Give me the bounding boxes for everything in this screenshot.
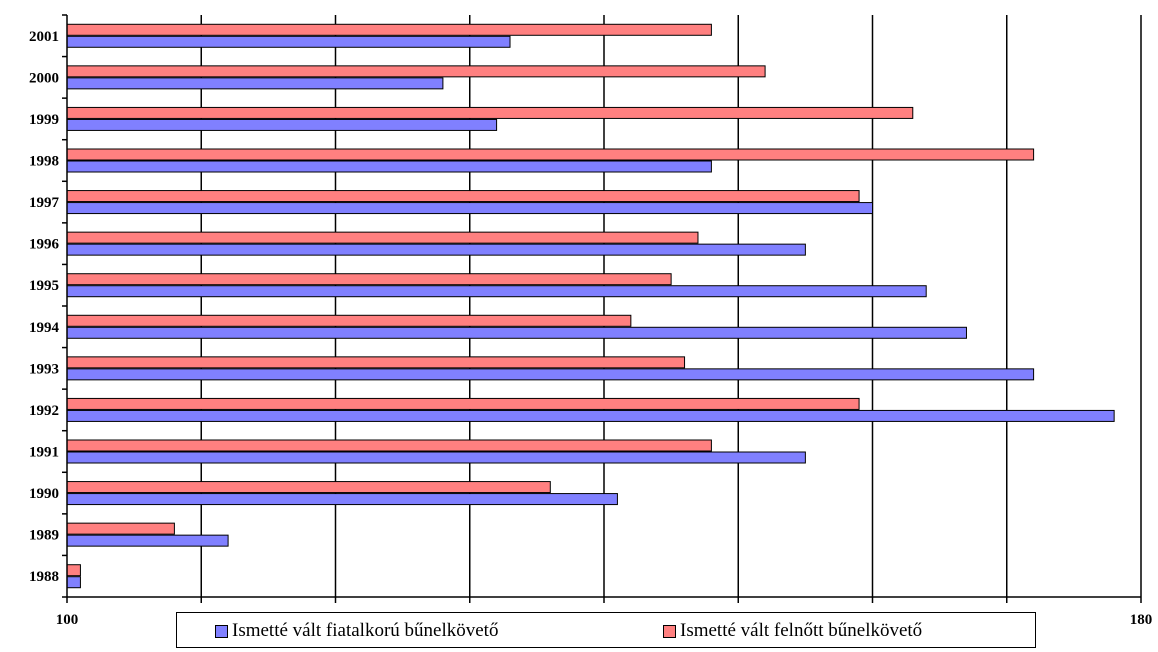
bar-adult-1994	[66, 314, 632, 327]
legend: Ismetté vált fiatalkorú bűnelkövető Isme…	[176, 612, 1036, 648]
y-tick-label-1998: 1998	[29, 154, 59, 170]
bar-juvenile-2001	[66, 35, 511, 48]
bar-adult-1996	[66, 231, 699, 244]
bar-adult-1990	[66, 481, 551, 494]
legend-label-juvenile: Ismetté vált fiatalkorú bűnelkövető	[232, 620, 499, 641]
legend-swatch-juvenile	[215, 624, 228, 638]
bar-juvenile-1996	[66, 243, 806, 256]
bar-adult-1995	[66, 273, 672, 286]
bar-adult-1992	[66, 397, 860, 410]
y-tick-label-1999: 1999	[29, 112, 59, 128]
bar-adult-1999	[66, 106, 914, 119]
y-tick-label-1994: 1994	[29, 320, 60, 336]
bar-adult-2000	[66, 65, 766, 78]
y-tick-label-1996: 1996	[29, 237, 60, 253]
bar-juvenile-1998	[66, 160, 712, 173]
bar-adult-1988	[66, 564, 81, 577]
y-tick-label-2001: 2001	[29, 29, 59, 45]
y-tick-label-1988: 1988	[29, 569, 59, 585]
tick-labels: 1988 1989 1990 1991 1992 1993 1994 1995 1996 1997…	[29, 29, 1152, 628]
bar-juvenile-1993	[66, 368, 1035, 381]
bar-juvenile-2000	[66, 77, 444, 90]
bar-juvenile-1988	[66, 576, 81, 589]
y-tick-label-1997: 1997	[29, 195, 60, 211]
bar-adult-1989	[66, 522, 175, 535]
x-tick-label-min: 100	[56, 612, 79, 628]
bar-juvenile-1992	[66, 409, 1115, 422]
gridlines	[200, 15, 1142, 597]
axes	[62, 14, 1142, 603]
bar-adult-1991	[66, 439, 712, 452]
y-tick-label-1993: 1993	[29, 361, 59, 377]
bar-juvenile-1990	[66, 493, 618, 506]
bars	[66, 23, 1115, 589]
bar-juvenile-1989	[66, 534, 229, 547]
bar-adult-1997	[66, 190, 860, 203]
bar-juvenile-1994	[66, 326, 967, 339]
legend-label-adult: Ismetté vált felnőtt bűnelkövető	[680, 620, 923, 641]
bar-juvenile-1991	[66, 451, 806, 464]
y-tick-label-1992: 1992	[29, 403, 59, 419]
bar-juvenile-1999	[66, 118, 498, 131]
bar-juvenile-1997	[66, 202, 873, 215]
y-tick-label-1991: 1991	[29, 445, 59, 461]
y-tick-label-2000: 2000	[29, 70, 59, 86]
legend-swatch-adult	[663, 624, 676, 638]
legend-item-juvenile: Ismetté vált fiatalkorú bűnelkövető	[215, 620, 498, 642]
bar-adult-1993	[66, 356, 686, 369]
y-tick-label-1995: 1995	[29, 278, 59, 294]
legend-item-adult: Ismetté vált felnőtt bűnelkövető	[663, 620, 922, 642]
y-tick-label-1990: 1990	[29, 486, 59, 502]
x-tick-label-max: 180	[1130, 612, 1153, 628]
bar-juvenile-1995	[66, 285, 927, 298]
bar-adult-1998	[66, 148, 1035, 161]
y-tick-label-1989: 1989	[29, 528, 59, 544]
bar-adult-2001	[66, 23, 712, 36]
